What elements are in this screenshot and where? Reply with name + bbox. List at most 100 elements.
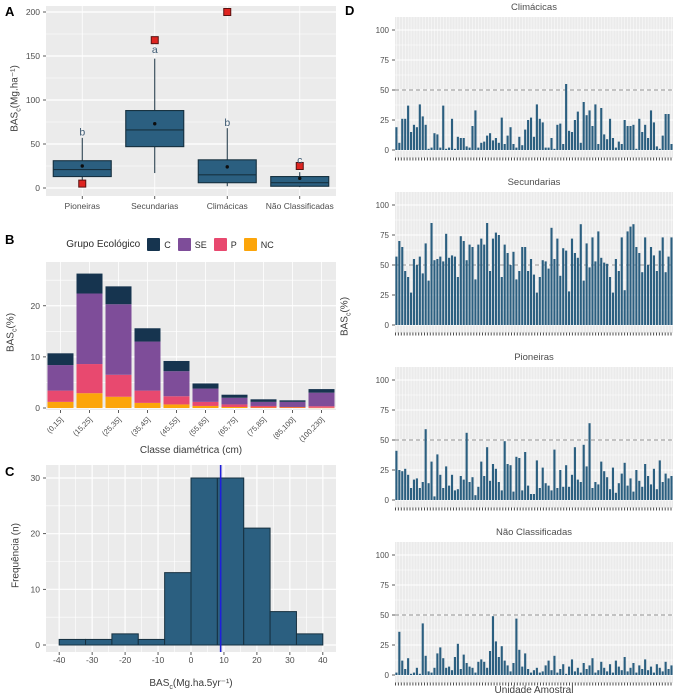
bar <box>544 261 547 325</box>
bar <box>521 145 524 150</box>
bar <box>421 623 424 675</box>
svg-text:0: 0 <box>35 640 40 650</box>
stack-segment-c <box>221 394 248 398</box>
svg-text:75: 75 <box>380 406 389 415</box>
stack-segment-se <box>134 341 161 391</box>
bar <box>465 260 468 325</box>
sig-letter: a <box>152 44 158 56</box>
stack-segment-p <box>47 390 74 402</box>
stacked-bar-svg: 0 10 20 (0,15] (15,25] (25,35] (35,45] (45,55] (… <box>31 262 336 444</box>
stack-segment-se <box>308 392 335 407</box>
bar <box>427 280 430 325</box>
bar <box>603 134 606 150</box>
bar <box>670 237 673 325</box>
bar <box>442 658 445 675</box>
bar <box>629 667 632 675</box>
bar <box>407 105 410 150</box>
subplot-title-pioneiras: Pioneiras <box>514 352 554 363</box>
bar <box>407 658 410 675</box>
bar <box>462 138 465 150</box>
bar <box>518 649 521 675</box>
bar <box>658 667 661 675</box>
bar <box>603 667 606 675</box>
bar <box>409 673 413 675</box>
svg-text:50: 50 <box>380 86 389 95</box>
x-tick-label: 40 <box>318 655 328 665</box>
legend-title: Grupo Ecológico <box>66 239 141 250</box>
bar <box>573 671 576 675</box>
stack-segment-nc <box>192 405 219 408</box>
bar <box>509 265 512 325</box>
bar <box>459 138 462 150</box>
bar <box>611 672 615 675</box>
bar <box>550 490 553 500</box>
histogram-bar <box>58 638 87 646</box>
stack-segment-c <box>250 399 277 402</box>
bar <box>535 460 538 500</box>
bar <box>641 669 644 675</box>
bar <box>430 223 433 325</box>
bar <box>667 114 670 150</box>
axis-title-sub: c <box>345 312 353 317</box>
bar <box>600 108 603 150</box>
bar <box>585 243 588 325</box>
bar <box>658 148 661 150</box>
svg-text:100: 100 <box>376 551 390 560</box>
axis-title-text: BAS <box>5 332 17 353</box>
bar <box>494 232 497 325</box>
bar <box>582 280 585 325</box>
bar <box>647 138 650 150</box>
bar <box>556 238 559 325</box>
bar <box>655 664 658 675</box>
bar <box>544 483 547 500</box>
bar <box>491 616 495 675</box>
stack-segment-p <box>279 406 306 408</box>
x-tick-label: 20 <box>252 655 262 665</box>
stack-segment-c <box>76 273 103 294</box>
bar <box>477 661 480 675</box>
bar <box>632 663 635 675</box>
bar <box>623 290 626 325</box>
legend-item-c: C <box>147 238 171 251</box>
bar <box>535 104 538 150</box>
legend-label: SE <box>194 239 207 250</box>
bar <box>649 247 653 325</box>
bar <box>483 661 486 675</box>
bar <box>608 489 612 500</box>
bar <box>532 136 536 150</box>
bar <box>649 110 653 150</box>
bar <box>541 122 544 150</box>
box <box>270 176 330 187</box>
bar <box>407 277 410 325</box>
bar <box>667 669 670 675</box>
sig-letter: c <box>297 155 302 167</box>
bar <box>620 144 623 150</box>
bar <box>471 126 474 150</box>
x-tick-label: (35,45] <box>129 415 152 438</box>
stack-segment-nc <box>105 396 132 408</box>
bar <box>442 488 445 500</box>
bar <box>661 237 664 325</box>
bar <box>649 484 653 500</box>
bar <box>576 257 579 325</box>
stack-segment-p <box>76 364 103 394</box>
bars-svg-climacicas: 0 25 50 75 100 <box>376 17 673 161</box>
bar <box>395 672 398 675</box>
mean-dot <box>80 164 84 168</box>
x-tick-label: (100,230] <box>297 415 326 444</box>
bar <box>459 236 462 325</box>
bar <box>527 669 530 675</box>
subplot-title-secundarias: Secundarias <box>507 177 561 188</box>
bar <box>512 251 515 325</box>
bar <box>644 124 647 150</box>
bar <box>407 474 410 500</box>
bar <box>594 104 597 150</box>
axis-title-text: BAS <box>9 111 21 132</box>
x-tick-label: -30 <box>86 655 99 665</box>
bar <box>439 474 442 500</box>
boxplot-svg: 0 50 100 150 200 b Pioneiras a Secundarias b Climá… <box>26 6 336 211</box>
bar <box>576 111 579 150</box>
bar <box>491 238 495 325</box>
svg-text:75: 75 <box>380 581 389 590</box>
